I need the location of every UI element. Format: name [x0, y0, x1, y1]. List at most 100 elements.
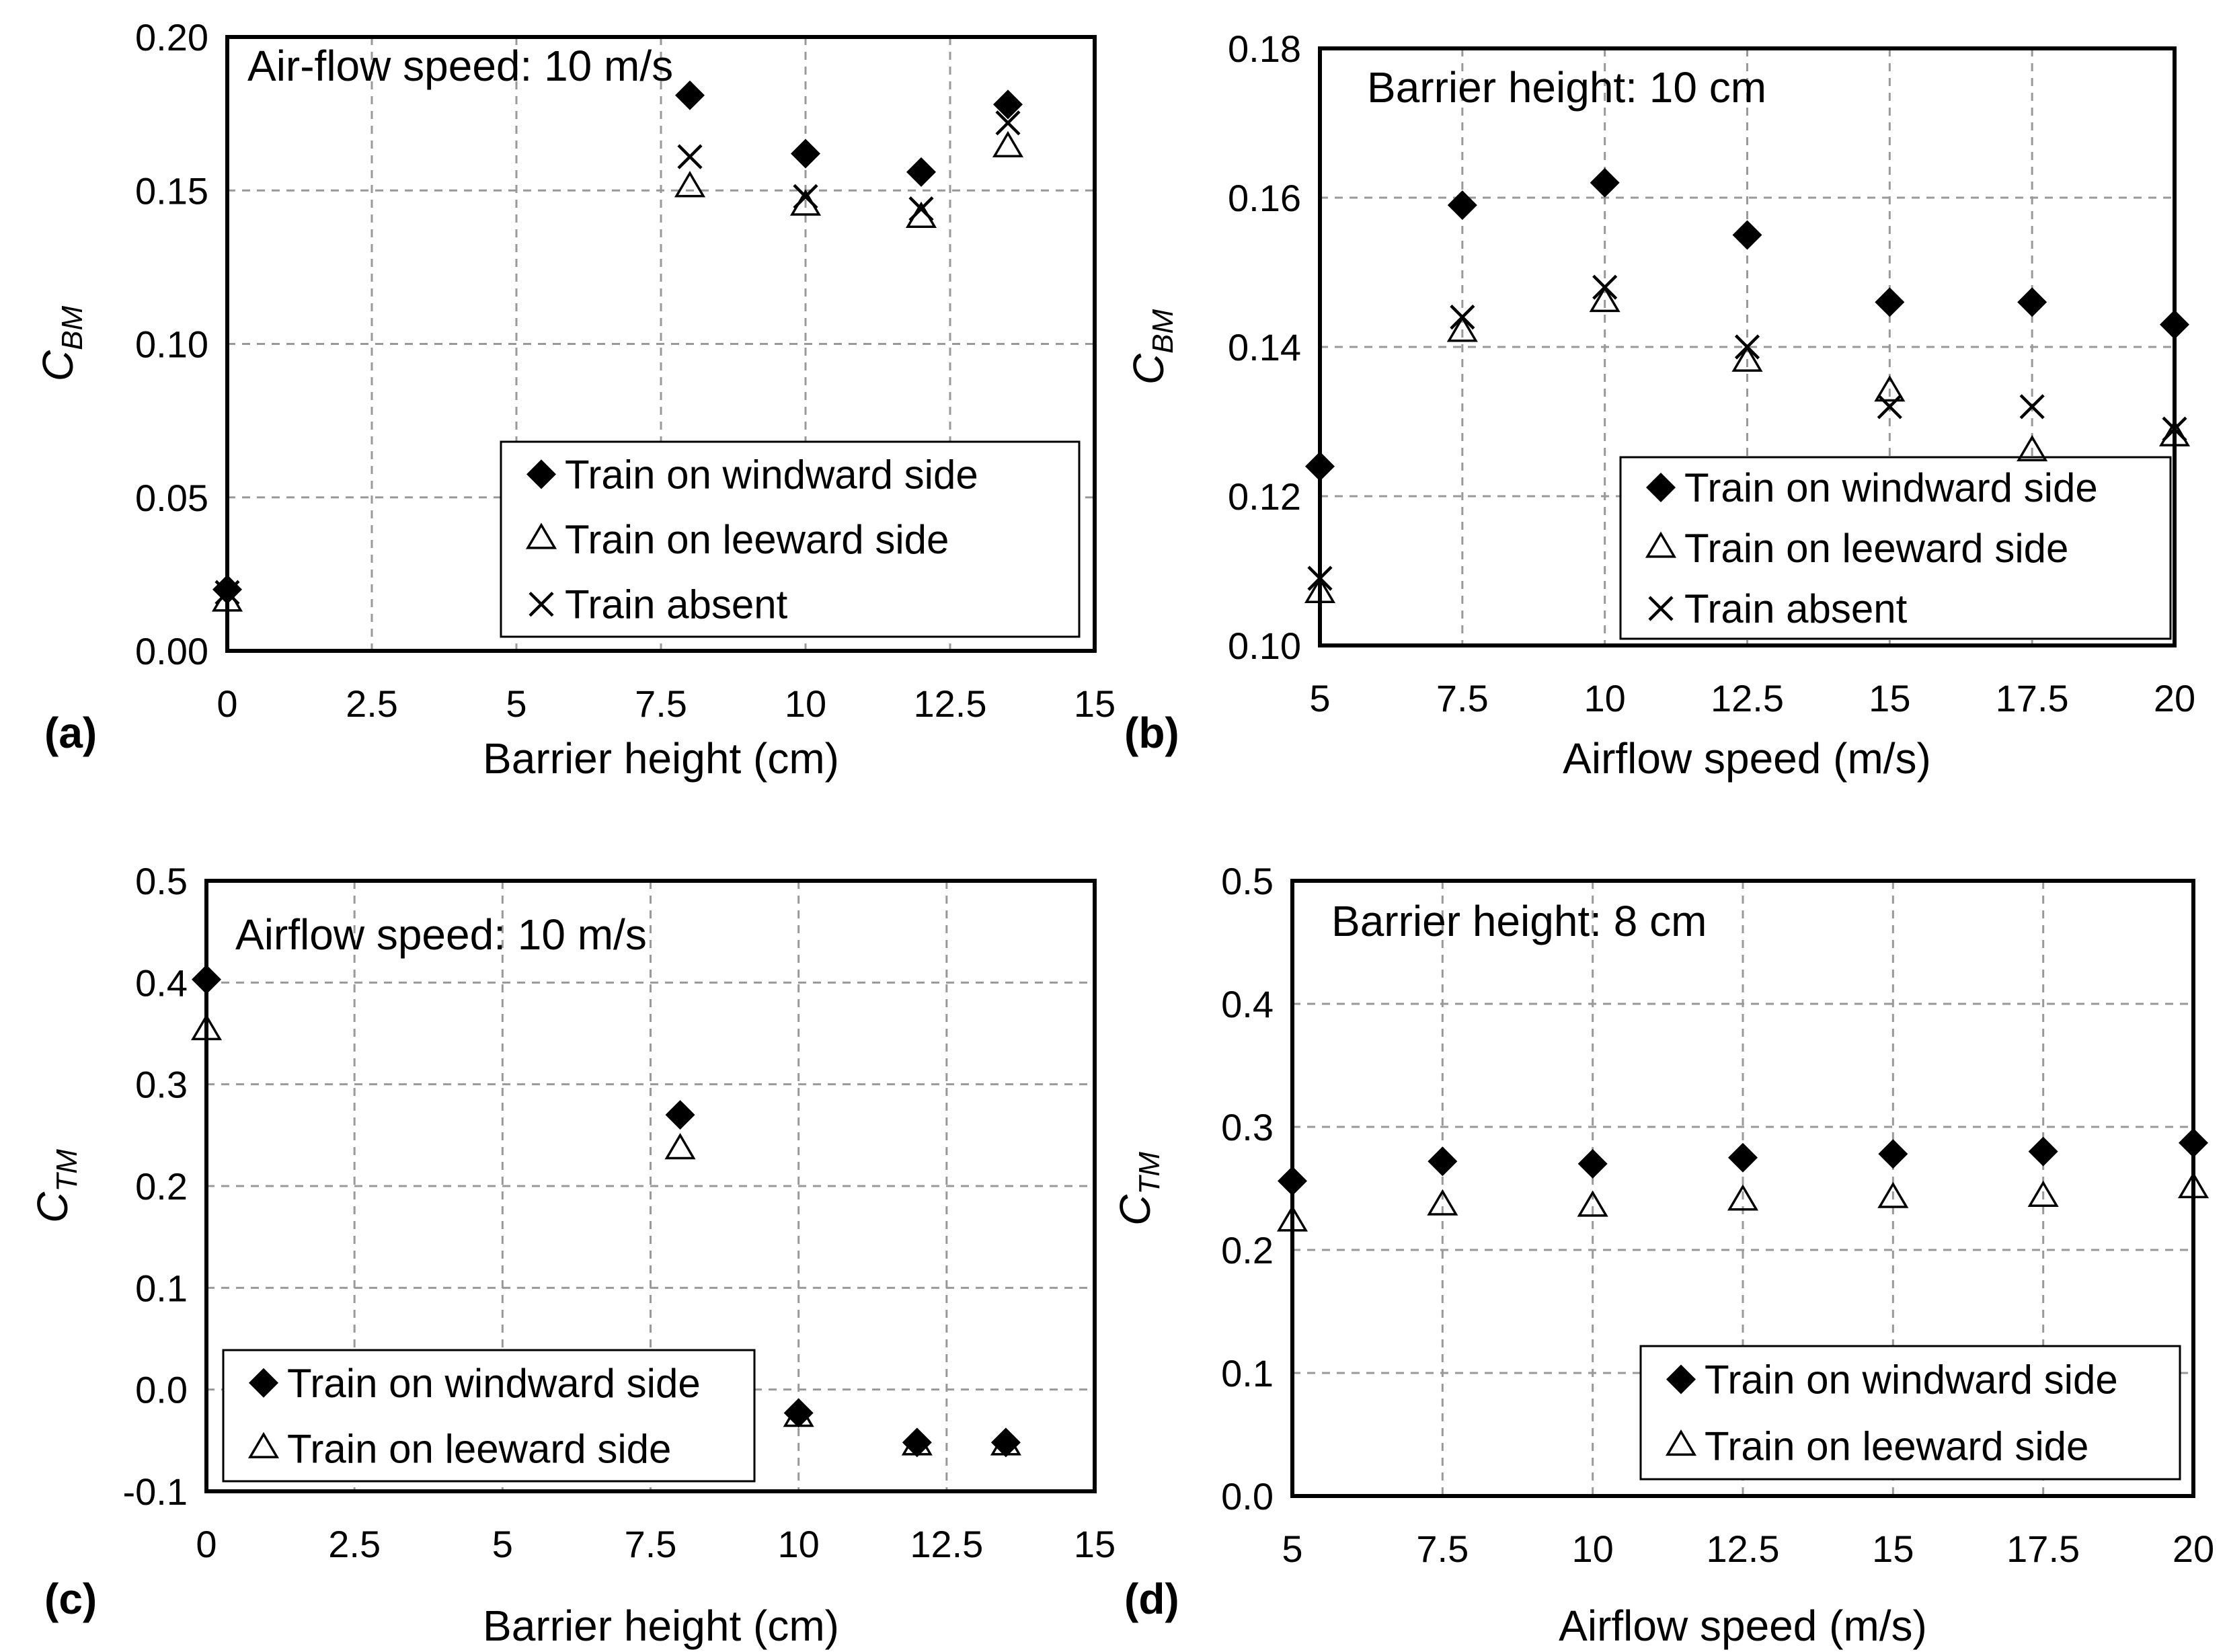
legend-entry: Train on windward side [565, 452, 978, 497]
data-point [1728, 1142, 1758, 1173]
data-point [992, 130, 1024, 158]
chart-panel-b: 5 7.5 10 12.5 15 17.5 20 0.10 0.12 0.14 0.16 0.18 Ai… [1124, 28, 2195, 783]
data-point [1589, 285, 1620, 313]
legend-box [500, 440, 1081, 638]
y-axis-label: CBM [1124, 309, 1179, 385]
legend-box [1639, 1345, 2181, 1481]
data-point [906, 157, 936, 187]
x-tick-label: 17.5 [1996, 677, 2069, 719]
plot-frame [1318, 46, 2177, 647]
y-axis-label-sub: BM [56, 306, 89, 350]
x-tick-label: 20 [2154, 677, 2195, 719]
panel-label: (a) [44, 709, 97, 757]
data-point [665, 1100, 695, 1130]
x-tick-label: 7.5 [625, 1523, 677, 1565]
data-point [1446, 315, 1478, 342]
data-point [2177, 1171, 2210, 1199]
data-point [2017, 287, 2047, 317]
y-tick-label: 0.14 [1228, 326, 1301, 368]
y-axis-label-main: C [1124, 353, 1173, 385]
data-point [990, 1429, 1021, 1456]
x-tick-label: 2.5 [328, 1523, 381, 1565]
x-tick-label: 12.5 [910, 1523, 983, 1565]
panel-label: (c) [44, 1575, 97, 1623]
x-tick-label: 10 [1572, 1528, 1614, 1570]
data-point [990, 1427, 1021, 1458]
legend: Train on windward side Train on leeward s… [1639, 1345, 2181, 1481]
data-point [1304, 576, 1336, 603]
legend-marker-triangle [1665, 1429, 1697, 1456]
data-point [783, 1400, 814, 1427]
y-tick-label: 0.0 [1221, 1475, 1274, 1518]
data-point [2017, 434, 2048, 462]
data-point [1734, 334, 1760, 360]
data-point [791, 139, 820, 169]
y-axis-label-main: C [28, 1191, 77, 1223]
annotation: Barrier height: 10 cm [1367, 63, 1766, 112]
x-tick-label: 7.5 [1436, 677, 1489, 719]
legend-marker-diamond [249, 1368, 278, 1398]
x-tick-label: 5 [1309, 677, 1330, 719]
y-axis-label-sub: BM [1146, 309, 1179, 354]
panel-label: (d) [1124, 1575, 1179, 1623]
y-tick-label: 0.20 [135, 16, 208, 58]
y-axis-label-main: C [1111, 1194, 1159, 1226]
data-point [1875, 287, 1905, 317]
y-axis-label-main: C [34, 350, 82, 381]
y-tick-label: 0.12 [1228, 475, 1301, 518]
x-tick-label: 5 [492, 1523, 513, 1565]
y-axis-label: CTM [28, 1149, 83, 1223]
data-point [908, 196, 934, 222]
x-tick-label: 5 [1282, 1528, 1302, 1570]
series-diamond [1278, 1128, 2208, 1196]
legend-entry: Train on windward side [1705, 1358, 2118, 1403]
x-tick-label: 10 [1584, 677, 1626, 719]
y-tick-label: 0.2 [1221, 1229, 1274, 1271]
chart-panel-d: 5 7.5 10 12.5 15 17.5 20 0.0 0.1 0.2 0.3 0.4 0.5 Airf… [1111, 860, 2214, 1650]
chart-panel-a: 0 2.5 5 7.5 10 12.5 15 0.00 0.05 0.10 0.15 0.20 Barr… [34, 16, 1116, 783]
series-diamond [192, 964, 1021, 1458]
x-axis-label: Airflow speed (m/s) [1559, 1602, 1927, 1650]
y-tick-label: 0.5 [1221, 860, 1274, 902]
x-tick-label: 7.5 [1416, 1528, 1469, 1570]
data-point [664, 1132, 696, 1160]
x-tick-label: 10 [778, 1523, 820, 1565]
annotation: Air-flow speed: 10 m/s [247, 42, 673, 90]
legend-marker-triangle [1645, 531, 1677, 558]
data-point [674, 171, 706, 198]
legend-entry: Train on leeward side [1684, 526, 2068, 571]
x-tick-label: 10 [785, 682, 826, 725]
y-tick-label: 0.00 [135, 630, 208, 672]
y-tick-label: 0.4 [1221, 983, 1274, 1025]
data-point [214, 580, 240, 605]
y-axis-label: CTM [1111, 1152, 1166, 1226]
series-triangle [1276, 1171, 2210, 1232]
legend-marker-triangle [525, 522, 557, 549]
x-tick-label: 15 [1869, 677, 1910, 719]
data-point [192, 964, 221, 994]
data-point [901, 1429, 933, 1456]
x-tick-label: 0 [196, 1523, 217, 1565]
y-tick-label: 0.2 [135, 1165, 188, 1208]
chart-panel-c: 0 2.5 5 7.5 10 12.5 15 -0.1 0.0 0.1 0.2 0.3 0.4 0.5 Ba… [28, 860, 1116, 1650]
x-tick-label: 12.5 [914, 682, 987, 725]
legend-entry: Train on leeward side [565, 517, 949, 562]
x-tick-label: 12.5 [1707, 1528, 1780, 1570]
y-tick-label: 0.0 [135, 1369, 188, 1411]
legend-marker-diamond [526, 459, 556, 489]
data-point [1276, 1205, 1308, 1232]
data-point [993, 89, 1023, 120]
y-tick-label: -0.1 [123, 1470, 188, 1513]
x-axis-label: Airflow speed (m/s) [1563, 734, 1931, 783]
data-point [1874, 375, 1906, 402]
data-point [1877, 1181, 1909, 1208]
legend-entry: Train absent [1684, 586, 1908, 631]
y-tick-label: 0.05 [135, 477, 208, 519]
data-point [2027, 1180, 2059, 1207]
x-axis-label: Barrier height (cm) [483, 734, 839, 783]
legend: Train on windward side Train on leeward s… [1619, 456, 2172, 640]
legend-marker-cross [529, 592, 554, 617]
data-point [1592, 274, 1618, 300]
data-point [1577, 1190, 1608, 1217]
series-diamond [1305, 167, 2189, 481]
